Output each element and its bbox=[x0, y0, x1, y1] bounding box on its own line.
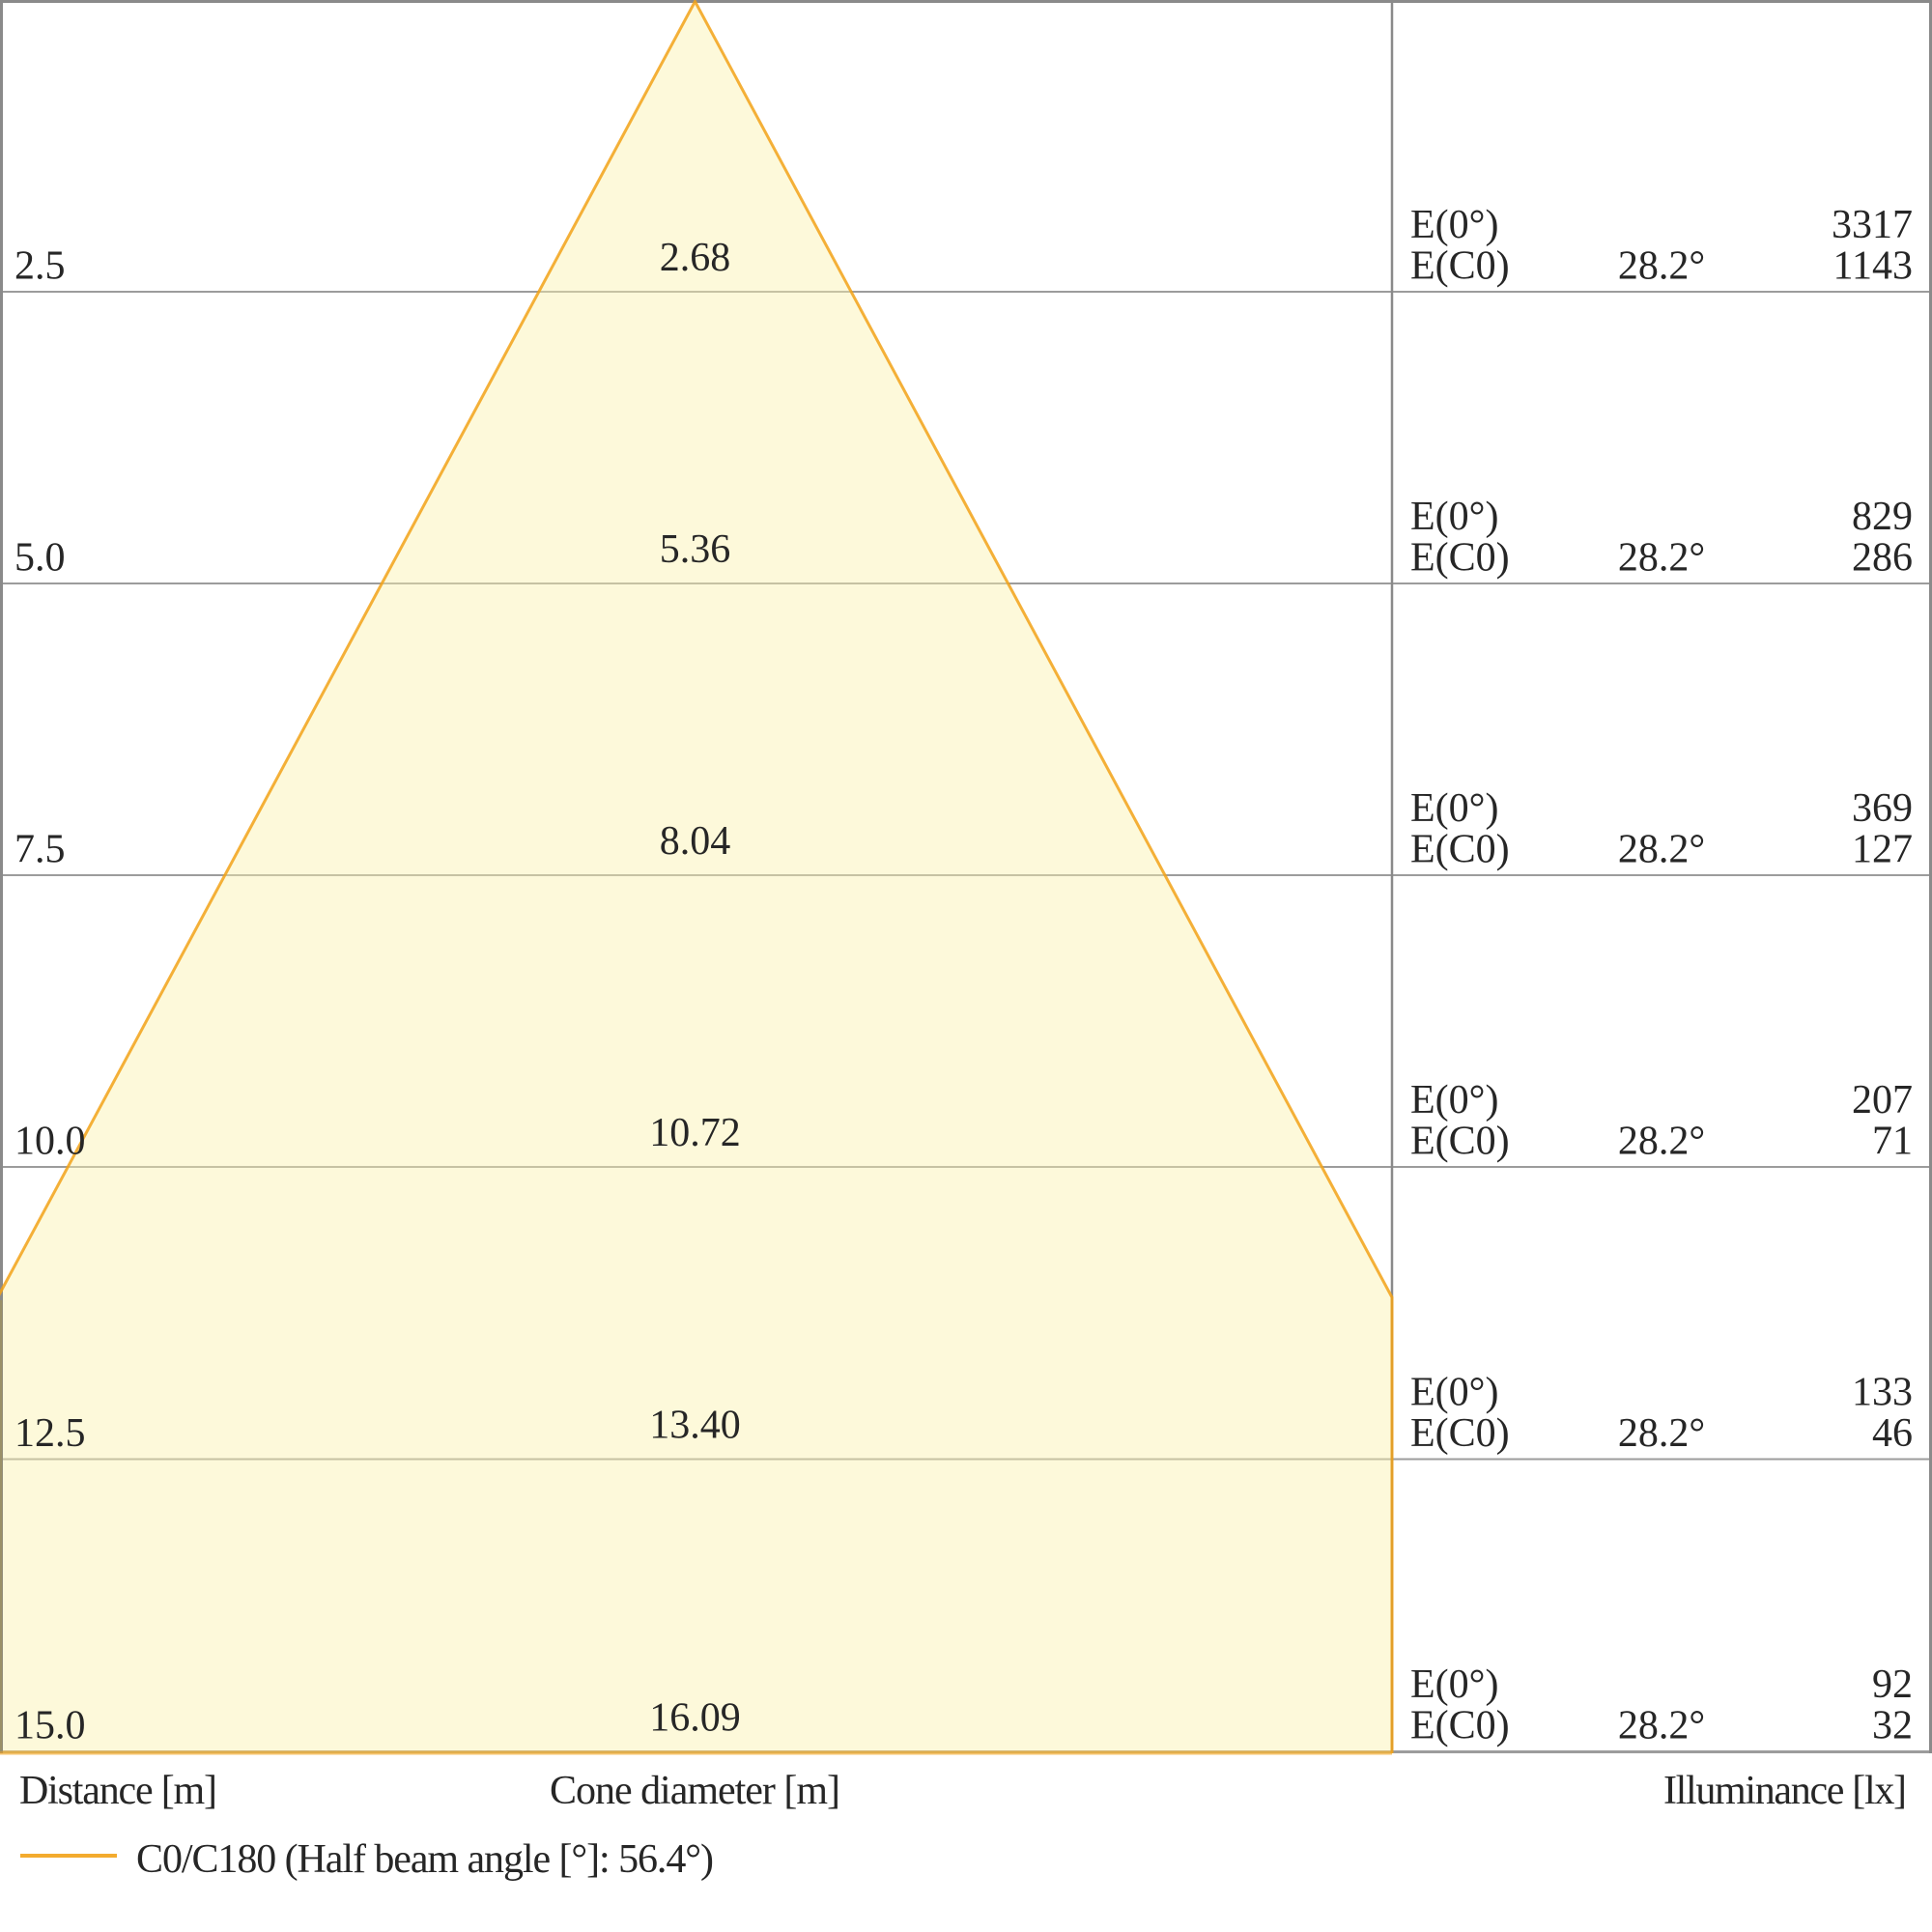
svg-text:28.2°: 28.2° bbox=[1618, 1704, 1705, 1748]
svg-text:10.72: 10.72 bbox=[649, 1111, 741, 1155]
svg-text:1143: 1143 bbox=[1833, 244, 1913, 289]
svg-text:Cone diameter [m]: Cone diameter [m] bbox=[550, 1769, 840, 1813]
svg-text:5.0: 5.0 bbox=[14, 536, 66, 581]
svg-text:E(0°): E(0°) bbox=[1410, 1371, 1498, 1415]
svg-text:92: 92 bbox=[1872, 1662, 1913, 1707]
svg-text:2.5: 2.5 bbox=[14, 244, 66, 289]
svg-text:369: 369 bbox=[1852, 786, 1913, 831]
svg-text:Illuminance [lx]: Illuminance [lx] bbox=[1663, 1769, 1907, 1813]
svg-text:286: 286 bbox=[1852, 536, 1913, 581]
svg-text:E(0°): E(0°) bbox=[1410, 786, 1498, 831]
svg-text:10.0: 10.0 bbox=[14, 1120, 86, 1164]
svg-text:E(0°): E(0°) bbox=[1410, 1662, 1498, 1707]
svg-text:E(C0): E(C0) bbox=[1410, 1411, 1510, 1456]
svg-text:C0/C180 (Half beam angle [°]:: C0/C180 (Half beam angle [°]: 56.4°) bbox=[136, 1837, 714, 1882]
svg-text:16.09: 16.09 bbox=[649, 1696, 741, 1741]
svg-text:207: 207 bbox=[1852, 1078, 1913, 1122]
svg-text:46: 46 bbox=[1872, 1411, 1913, 1456]
svg-text:5.36: 5.36 bbox=[660, 527, 731, 572]
svg-text:E(0°): E(0°) bbox=[1410, 1078, 1498, 1122]
svg-text:32: 32 bbox=[1872, 1704, 1913, 1748]
svg-text:133: 133 bbox=[1852, 1371, 1913, 1415]
svg-text:15.0: 15.0 bbox=[14, 1704, 86, 1748]
svg-text:E(C0): E(C0) bbox=[1410, 536, 1510, 581]
svg-text:12.5: 12.5 bbox=[14, 1411, 86, 1456]
svg-text:E(0°): E(0°) bbox=[1410, 203, 1498, 247]
svg-text:2.68: 2.68 bbox=[660, 236, 731, 280]
svg-text:71: 71 bbox=[1872, 1120, 1913, 1164]
svg-text:E(C0): E(C0) bbox=[1410, 828, 1510, 872]
svg-text:8.04: 8.04 bbox=[660, 819, 731, 864]
svg-text:E(0°): E(0°) bbox=[1410, 495, 1498, 539]
svg-text:E(C0): E(C0) bbox=[1410, 1120, 1510, 1164]
svg-text:Distance [m]: Distance [m] bbox=[19, 1769, 217, 1813]
svg-text:28.2°: 28.2° bbox=[1618, 1411, 1705, 1456]
svg-text:127: 127 bbox=[1852, 828, 1913, 872]
svg-text:3317: 3317 bbox=[1832, 203, 1913, 247]
svg-text:13.40: 13.40 bbox=[649, 1404, 741, 1448]
svg-text:7.5: 7.5 bbox=[14, 828, 66, 872]
svg-text:28.2°: 28.2° bbox=[1618, 828, 1705, 872]
svg-text:E(C0): E(C0) bbox=[1410, 1704, 1510, 1748]
svg-text:28.2°: 28.2° bbox=[1618, 244, 1705, 289]
svg-text:829: 829 bbox=[1852, 495, 1913, 539]
svg-text:E(C0): E(C0) bbox=[1410, 244, 1510, 289]
svg-text:28.2°: 28.2° bbox=[1618, 1120, 1705, 1164]
svg-text:28.2°: 28.2° bbox=[1618, 536, 1705, 581]
